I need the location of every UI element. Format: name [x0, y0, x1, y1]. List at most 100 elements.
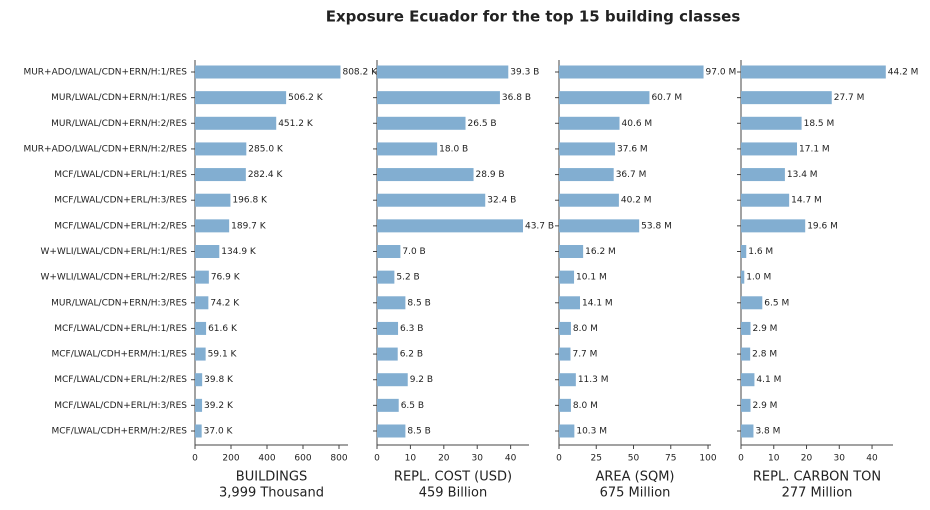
- y-tick-label: MCF/LWAL/CDN+ERL/H:3/RES: [54, 196, 187, 206]
- bar: [377, 168, 474, 182]
- bar: [377, 116, 466, 130]
- x-tick-label: 0: [374, 454, 380, 464]
- bar: [195, 296, 209, 310]
- value-label: 26.5 B: [468, 119, 497, 129]
- x-tick-label: 40: [505, 454, 517, 464]
- value-label: 10.3 M: [576, 427, 607, 437]
- y-tick-label: MUR/LWAL/CDN+ERN/H:3/RES: [51, 298, 187, 308]
- value-label: 5.2 B: [396, 273, 419, 283]
- bar: [559, 321, 571, 335]
- value-label: 18.5 M: [804, 119, 835, 129]
- bar: [377, 219, 523, 233]
- bar: [195, 321, 207, 335]
- value-label: 27.7 M: [834, 93, 865, 103]
- x-tick-label: 600: [294, 454, 311, 464]
- value-label: 282.4 K: [248, 170, 284, 180]
- y-tick-label: MUR/LWAL/CDN+ERN/H:2/RES: [51, 119, 187, 129]
- bar: [741, 193, 790, 207]
- x-tick-label: 30: [471, 454, 483, 464]
- bar: [377, 424, 406, 438]
- x-tick-label: 25: [591, 454, 602, 464]
- value-label: 53.8 M: [641, 221, 672, 231]
- x-tick-label: 30: [834, 454, 846, 464]
- value-label: 44.2 M: [888, 68, 919, 78]
- bar: [377, 245, 401, 258]
- bar: [559, 245, 584, 258]
- bar: [377, 91, 500, 105]
- bar: [741, 398, 751, 412]
- value-label: 7.0 B: [402, 247, 425, 257]
- bar: [559, 91, 650, 105]
- bar: [195, 424, 202, 438]
- bar: [559, 270, 575, 284]
- value-label: 2.9 M: [753, 324, 778, 334]
- y-tick-label: W+WLI/LWAL/CDN+ERL/H:1/RES: [40, 247, 187, 257]
- bar: [195, 193, 231, 207]
- bar: [195, 142, 247, 156]
- bar: [741, 116, 802, 130]
- bar: [195, 116, 277, 130]
- bar: [195, 245, 220, 258]
- y-tick-label: MCF/LWAL/CDN+ERL/H:1/RES: [54, 324, 187, 334]
- value-label: 16.2 M: [585, 247, 616, 257]
- x-tick-label: 10: [405, 454, 417, 464]
- bar: [559, 116, 620, 130]
- bar: [195, 373, 203, 387]
- bar: [559, 424, 575, 438]
- value-label: 61.6 K: [208, 324, 238, 334]
- x-axis-total: 675 Million: [600, 486, 671, 501]
- value-label: 59.1 K: [208, 350, 238, 360]
- y-tick-label: MCF/LWAL/CDN+ERL/H:2/RES: [54, 221, 187, 231]
- y-tick-label: MUR/LWAL/CDN+ERN/H:1/RES: [51, 93, 187, 103]
- x-tick-label: 400: [258, 454, 275, 464]
- value-label: 40.2 M: [621, 196, 652, 206]
- x-axis-total: 3,999 Thousand: [219, 486, 324, 501]
- value-label: 196.8 K: [232, 196, 268, 206]
- bar: [559, 296, 581, 310]
- value-label: 13.4 M: [787, 170, 818, 180]
- value-label: 6.3 B: [400, 324, 423, 334]
- bar: [377, 65, 509, 79]
- value-label: 36.8 B: [502, 93, 531, 103]
- bar: [741, 168, 785, 182]
- y-tick-label: MCF/LWAL/CDN+ERL/H:2/RES: [54, 375, 187, 385]
- value-label: 451.2 K: [278, 119, 314, 129]
- value-label: 14.1 M: [582, 298, 613, 308]
- x-tick-label: 800: [330, 454, 347, 464]
- value-label: 2.9 M: [753, 401, 778, 411]
- value-label: 8.0 M: [573, 401, 598, 411]
- x-tick-label: 0: [738, 454, 744, 464]
- bar: [741, 296, 763, 310]
- value-label: 1.6 M: [748, 247, 773, 257]
- x-tick-label: 50: [628, 454, 640, 464]
- bar: [741, 347, 751, 361]
- x-axis-total: 277 Million: [782, 486, 853, 501]
- value-label: 14.7 M: [791, 196, 822, 206]
- x-tick-label: 40: [866, 454, 878, 464]
- bar: [741, 373, 755, 387]
- bar: [741, 245, 747, 258]
- value-label: 8.0 M: [573, 324, 598, 334]
- value-label: 506.2 K: [288, 93, 324, 103]
- bar: [559, 168, 614, 182]
- bar: [377, 193, 486, 207]
- bar: [559, 219, 640, 233]
- bar: [559, 398, 571, 412]
- bar: [195, 91, 287, 105]
- value-label: 60.7 M: [651, 93, 682, 103]
- value-label: 18.0 B: [439, 144, 468, 154]
- value-label: 285.0 K: [248, 144, 284, 154]
- bar: [377, 270, 395, 284]
- bar: [741, 424, 754, 438]
- bar: [741, 270, 745, 284]
- x-axis-label: BUILDINGS: [236, 470, 307, 485]
- value-label: 17.1 M: [799, 144, 830, 154]
- value-label: 3.8 M: [755, 427, 780, 437]
- value-label: 28.9 B: [476, 170, 505, 180]
- bar: [377, 373, 408, 387]
- value-label: 43.7 B: [525, 221, 554, 231]
- bar: [377, 347, 398, 361]
- value-label: 76.9 K: [211, 273, 241, 283]
- value-label: 6.5 M: [764, 298, 789, 308]
- value-label: 97.0 M: [706, 68, 737, 78]
